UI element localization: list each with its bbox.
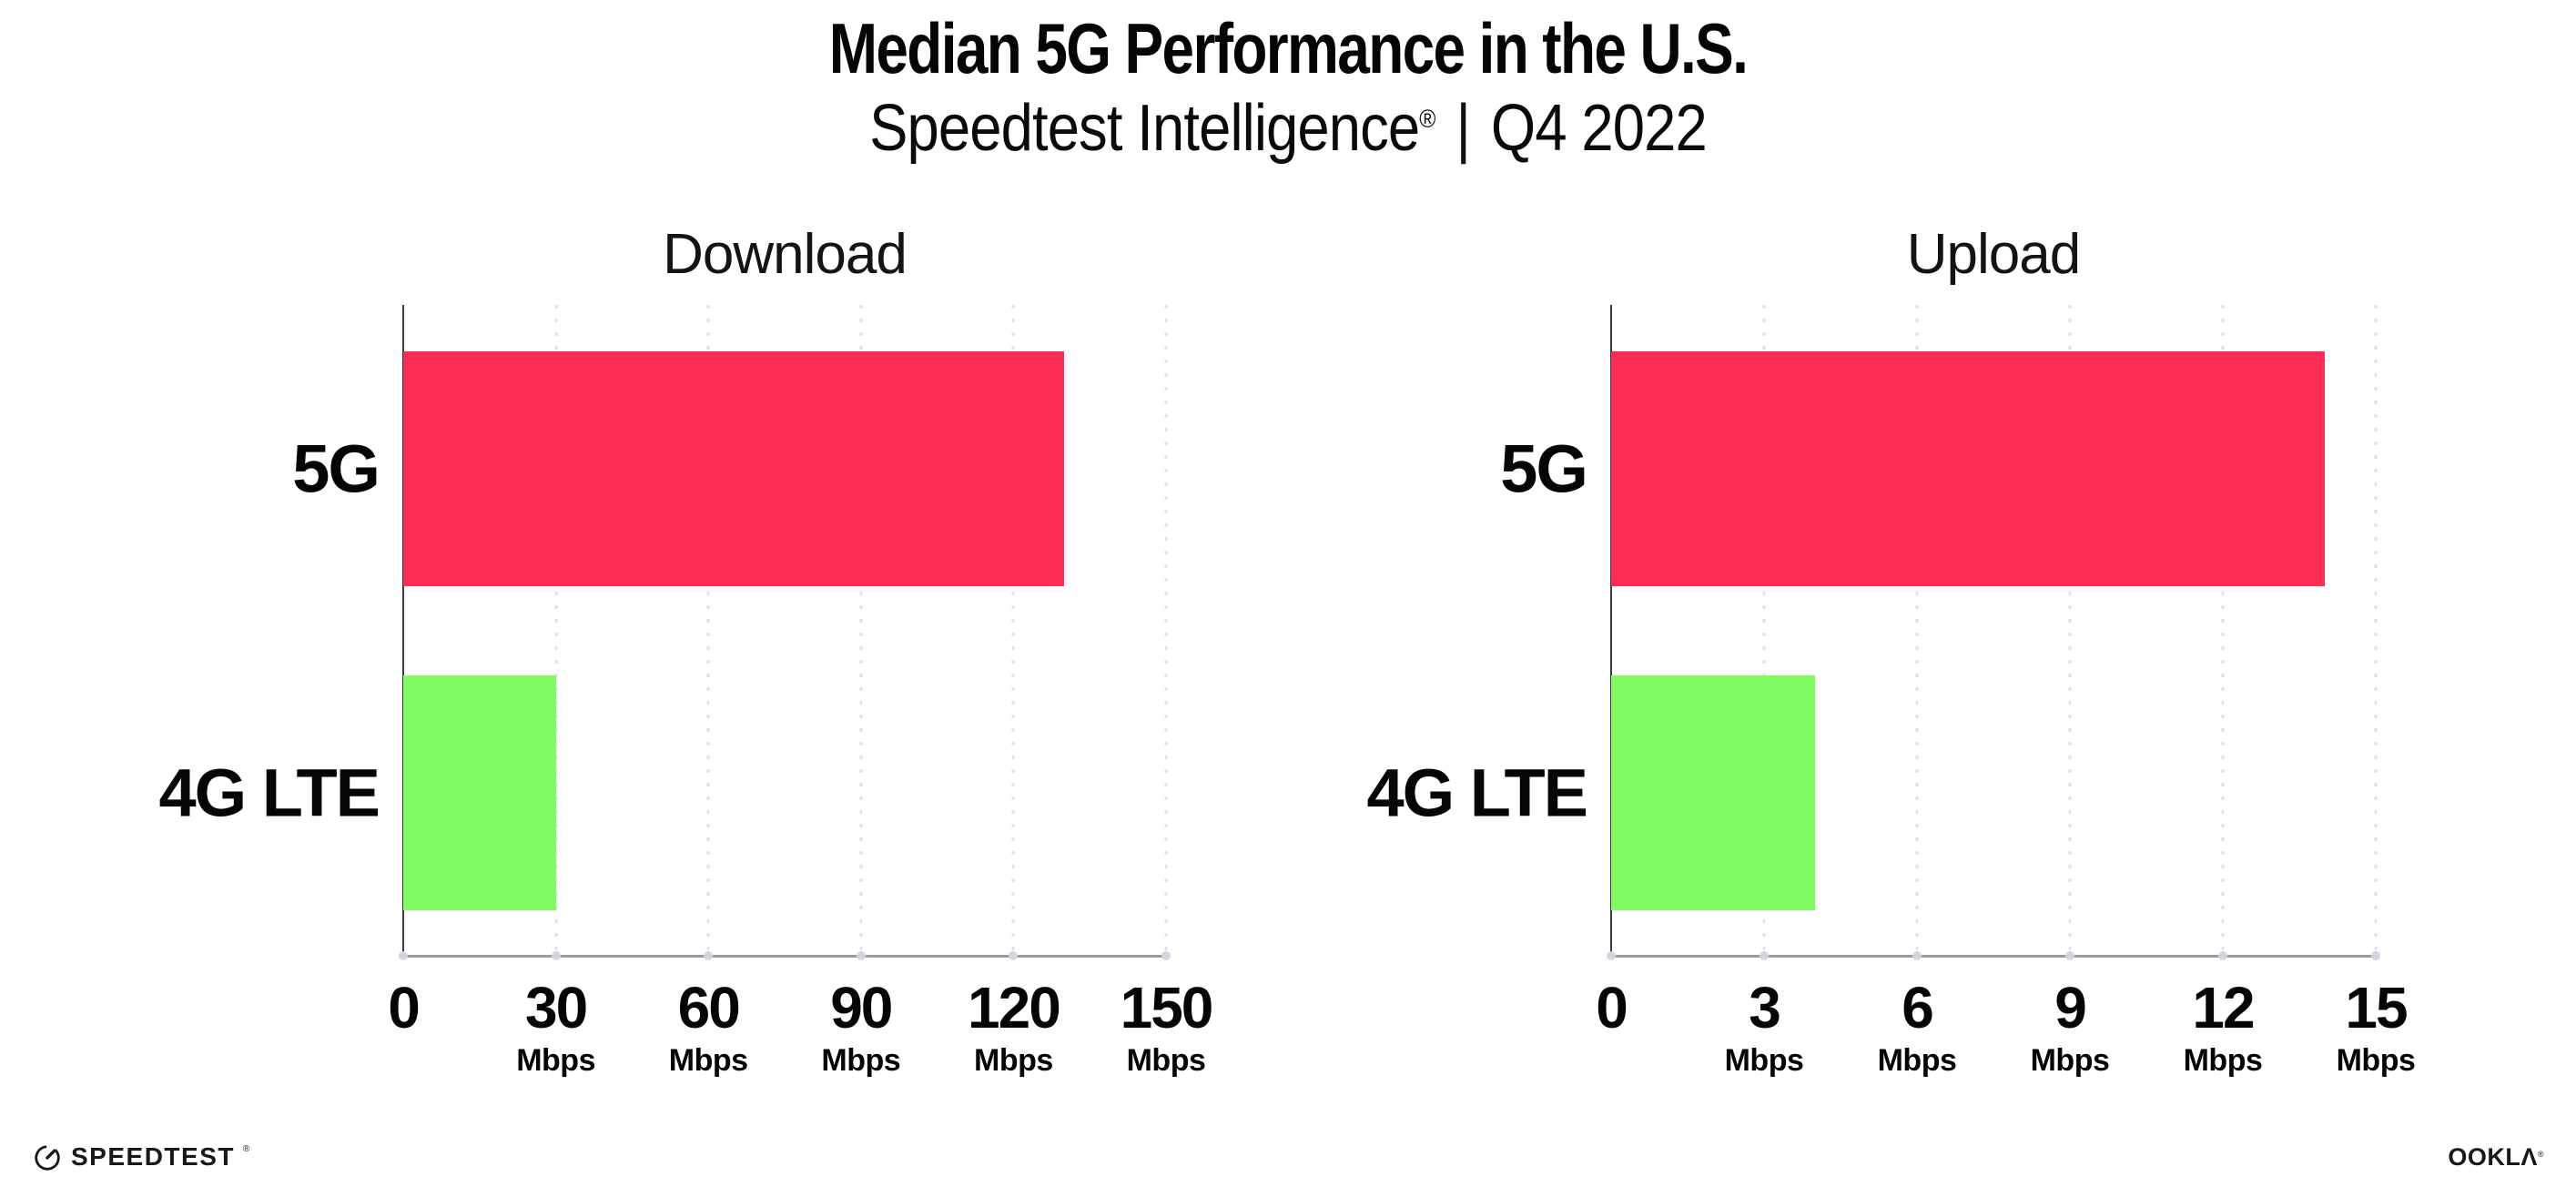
- x-tick-label: 9 Mbps: [2031, 979, 2110, 1076]
- x-tick-value: 3: [1749, 975, 1781, 1040]
- axis-tick-dot: [2065, 951, 2074, 960]
- gridline: [1915, 305, 1919, 956]
- x-tick-value: 9: [2054, 975, 2087, 1040]
- x-tick-value: 6: [1902, 975, 1934, 1040]
- category-label-5g: 5G: [292, 431, 380, 507]
- x-tick-unit: Mbps: [2336, 1043, 2416, 1078]
- x-tick-label: 90 Mbps: [821, 979, 900, 1076]
- x-tick-value: 12: [2192, 975, 2255, 1040]
- gridline: [1762, 305, 1766, 956]
- category-label-5g: 5G: [1500, 431, 1588, 507]
- x-tick-label: 12 Mbps: [2184, 979, 2263, 1076]
- download-y-axis: [402, 305, 404, 956]
- x-tick-unit: Mbps: [821, 1043, 901, 1078]
- x-tick-value: 15: [2345, 975, 2408, 1040]
- x-tick-unit: Mbps: [2183, 1043, 2263, 1078]
- x-tick-unit: Mbps: [1126, 1043, 1206, 1078]
- page-subtitle: Speedtest Intelligence® | Q4 2022: [155, 91, 2421, 166]
- x-tick-unit: Mbps: [2030, 1043, 2110, 1078]
- category-label-4g-lte: 4G LTE: [1366, 755, 1588, 831]
- ookla-registered-mark: ®: [2537, 1150, 2544, 1159]
- upload-chart-plot: 5G 4G LTE 0 3 Mbps 6 Mbps 9 Mbps 12 Mbps 15 Mbps: [1366, 305, 2416, 1076]
- x-tick-unit: Mbps: [516, 1043, 595, 1078]
- gridline: [2221, 305, 2225, 956]
- x-tick-label: 0: [388, 975, 421, 1040]
- ookla-logo: OOKLΛ®: [2448, 1145, 2544, 1170]
- download-x-axis: [402, 955, 1166, 958]
- download-chart-plot: 5G 4G LTE 0 30 Mbps 60 Mbps 90 Mbps 120 Mbps 150 Mb…: [158, 305, 1213, 1076]
- upload-category-labels: 5G 4G LTE: [1277, 305, 1588, 956]
- gridline: [554, 305, 558, 956]
- x-tick-value: 120: [968, 975, 1061, 1040]
- axis-tick-dot: [1912, 951, 1922, 960]
- upload-x-axis: [1610, 955, 2376, 958]
- category-label-4g-lte: 4G LTE: [158, 755, 380, 831]
- bar-4g-lte: [403, 675, 556, 910]
- axis-tick-dot: [2371, 951, 2380, 960]
- x-tick-value: 60: [677, 975, 741, 1040]
- download-x-tick-labels: 0 30 Mbps 60 Mbps 90 Mbps 120 Mbps 150 Mbps: [388, 975, 1213, 1106]
- x-tick-value: 150: [1120, 975, 1214, 1040]
- gridline: [706, 305, 710, 956]
- x-tick-unit: Mbps: [974, 1043, 1053, 1078]
- axis-tick-dot: [551, 951, 561, 960]
- x-tick-unit: Mbps: [1877, 1043, 1957, 1078]
- bar-4g-lte: [1611, 675, 1815, 910]
- x-tick-value: 30: [525, 975, 588, 1040]
- x-tick-label: 60 Mbps: [669, 979, 748, 1076]
- speedtest-logo: SPEEDTEST ®: [32, 1141, 249, 1172]
- x-tick-label: 120 Mbps: [968, 975, 1061, 1078]
- axis-tick-dot: [399, 951, 408, 960]
- axis-tick-dot: [1760, 951, 1769, 960]
- x-tick-label: 0: [1596, 975, 1628, 1040]
- speedtest-wordmark: SPEEDTEST: [71, 1142, 235, 1171]
- gridline: [2068, 305, 2072, 956]
- gridline: [2374, 305, 2378, 956]
- x-tick-unit: Mbps: [668, 1043, 748, 1078]
- subtitle-brand: Speedtest Intelligence: [869, 92, 1420, 165]
- x-tick-value: 0: [388, 975, 421, 1040]
- page-title: Median 5G Performance in the U.S.: [828, 8, 1749, 88]
- speedtest-registered-mark: ®: [242, 1143, 250, 1154]
- axis-tick-dot: [2218, 951, 2227, 960]
- x-tick-label: 150 Mbps: [1120, 975, 1214, 1078]
- axis-tick-dot: [1607, 951, 1616, 960]
- speedtest-gauge-icon: [35, 1145, 60, 1171]
- x-tick-label: 6 Mbps: [1878, 979, 1957, 1076]
- download-chart-title: Download: [663, 223, 908, 286]
- axis-tick-dot: [1161, 951, 1171, 960]
- x-tick-label: 15 Mbps: [2337, 979, 2416, 1076]
- ookla-wordmark: OOKLΛ: [2448, 1143, 2538, 1171]
- x-tick-label: 3 Mbps: [1725, 979, 1804, 1076]
- gridline: [1011, 305, 1015, 956]
- upload-chart-title: Upload: [1906, 223, 2081, 286]
- upload-y-axis: [1610, 305, 1612, 956]
- gridline: [1164, 305, 1168, 956]
- registered-mark: ®: [1419, 105, 1435, 133]
- download-category-labels: 5G 4G LTE: [69, 305, 380, 956]
- x-tick-label: 30 Mbps: [516, 979, 595, 1076]
- bar-5g: [1611, 350, 2325, 586]
- axis-tick-dot: [1009, 951, 1019, 960]
- subtitle-period: Q4 2022: [1490, 92, 1708, 165]
- gridline: [859, 305, 863, 956]
- x-tick-unit: Mbps: [1724, 1043, 1804, 1078]
- axis-tick-dot: [704, 951, 714, 960]
- x-tick-value: 0: [1596, 975, 1628, 1040]
- bar-5g: [403, 350, 1065, 586]
- subtitle-separator: |: [1455, 92, 1471, 165]
- upload-x-tick-labels: 0 3 Mbps 6 Mbps 9 Mbps 12 Mbps 15 Mbps: [1596, 979, 2416, 1106]
- x-tick-value: 90: [830, 975, 893, 1040]
- axis-tick-dot: [856, 951, 866, 960]
